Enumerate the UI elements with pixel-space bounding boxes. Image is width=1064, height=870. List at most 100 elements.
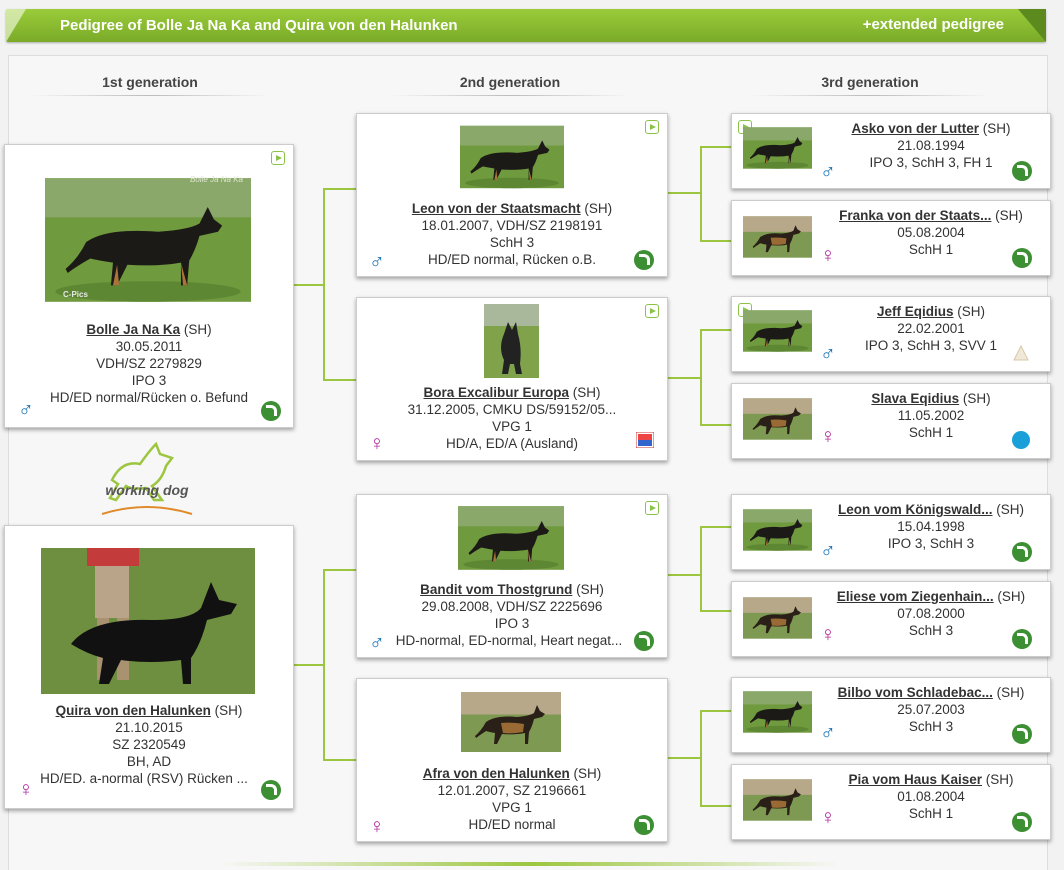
dog-photo[interactable] (458, 501, 564, 575)
connector (323, 759, 356, 761)
dog-name-link[interactable]: Bolle Ja Na Ka (86, 322, 181, 337)
video-play-icon[interactable] (645, 120, 659, 134)
dog-photo[interactable] (743, 212, 812, 262)
male-icon: ♂ (820, 539, 836, 562)
gen2-card[interactable]: Bandit vom Thostgrund (SH) 29.08.2008, V… (356, 494, 668, 658)
gen2-header: 2nd generation (390, 74, 630, 96)
gen3-header: 3rd generation (750, 74, 990, 96)
banner-fold-left (6, 9, 26, 42)
open-pedigree-icon[interactable] (1012, 161, 1032, 181)
dog-tag: (SH) (584, 201, 613, 216)
dog-name-link[interactable]: Leon von der Staatsmacht (411, 201, 581, 216)
gen1-card-dam[interactable]: Quira von den Halunken (SH) 21.10.2015 S… (4, 525, 294, 809)
male-icon: ♂ (369, 250, 385, 273)
gen3-card[interactable]: Jeff Eqidius (SH) 22.02.2001 IPO 3, SchH… (731, 296, 1051, 372)
open-pedigree-icon[interactable] (1012, 724, 1032, 744)
open-pedigree-icon[interactable] (1012, 248, 1032, 268)
open-pedigree-icon[interactable] (634, 250, 654, 270)
dog-name-link[interactable]: Franka von der Staats... (839, 208, 992, 223)
dog-info-line: BH, AD (126, 754, 172, 769)
dog-name-link[interactable]: Slava Eqidius (871, 391, 960, 406)
dog-info-line: 30.05.2011 (115, 339, 183, 354)
female-icon: ♀ (369, 432, 385, 455)
male-icon: ♂ (820, 721, 836, 744)
open-pedigree-icon[interactable] (1012, 812, 1032, 832)
dog-tag: (SH) (957, 304, 986, 319)
dog-info-line: SchH 3 (489, 235, 535, 250)
dog-name-link[interactable]: Bilbo vom Schladebac... (837, 685, 993, 700)
dog-photo[interactable] (743, 505, 812, 555)
gen3-card[interactable]: Eliese vom Ziegenhain... (SH) 07.08.2000… (731, 581, 1051, 657)
open-pedigree-icon[interactable] (261, 780, 281, 800)
connector (293, 664, 325, 666)
gen3-card[interactable]: Leon vom Königswald... (SH) 15.04.1998 I… (731, 494, 1051, 570)
dog-tag: (SH) (214, 703, 243, 718)
dog-info-line: 25.07.2003 (897, 702, 965, 717)
open-pedigree-icon[interactable] (1012, 629, 1032, 649)
dog-tag: (SH) (962, 391, 991, 406)
dog-name-link[interactable]: Jeff Eqidius (876, 304, 954, 319)
dog-tag: (SH) (985, 772, 1014, 787)
dog-name-link[interactable]: Afra von den Halunken (422, 766, 570, 781)
video-play-icon[interactable] (271, 151, 285, 165)
dog-info-line: 12.01.2007, SZ 2196661 (437, 783, 587, 798)
connector (323, 379, 356, 381)
dog-name-link[interactable]: Asko von der Lutter (851, 121, 979, 136)
dog-name-link[interactable]: Quira von den Halunken (55, 703, 211, 718)
connector (700, 146, 732, 148)
dog-photo[interactable] (461, 685, 561, 759)
gen1-header: 1st generation (30, 74, 270, 96)
pedigree-banner: Pedigree of Bolle Ja Na Ka and Quira von… (6, 9, 1046, 42)
video-play-icon[interactable] (645, 304, 659, 318)
dog-info-line: 31.12.2005, CMKU DS/59152/05... (407, 402, 617, 417)
gen2-card[interactable]: Afra von den Halunken (SH) 12.01.2007, S… (356, 678, 668, 842)
dog-photo[interactable] (743, 307, 812, 355)
dog-info-line: VDH/SZ 2279829 (96, 356, 202, 371)
dog-info-line: 01.08.2004 (897, 789, 965, 804)
dog-name-link[interactable]: Pia vom Haus Kaiser (848, 772, 983, 787)
dog-photo[interactable] (41, 548, 255, 694)
dog-photo[interactable] (743, 688, 812, 736)
gen3-card[interactable]: Pia vom Haus Kaiser (SH) 01.08.2004 SchH… (731, 764, 1051, 840)
dog-photo[interactable] (743, 776, 812, 824)
dog-info-line: HD/ED. a-normal (RSV) Rücken ... (40, 771, 248, 786)
dog-name-link[interactable]: Leon vom Königswald... (837, 502, 993, 517)
dog-photo[interactable] (743, 124, 812, 172)
dog-info-line: HD/ED normal, Rücken o.B. (427, 252, 597, 267)
gen2-card[interactable]: Leon von der Staatsmacht (SH) 18.01.2007… (356, 113, 668, 277)
extended-pedigree-link[interactable]: +extended pedigree (862, 16, 1004, 33)
working-dog-logo: working dog (92, 440, 202, 518)
dog-info-line: 21.08.1994 (897, 138, 965, 153)
connector (667, 757, 702, 759)
female-icon: ♀ (369, 815, 385, 838)
dog-photo[interactable]: Bolle Ja Na Ka C-Pics (45, 167, 251, 313)
open-pedigree-icon[interactable] (634, 815, 654, 835)
gen3-card[interactable]: Franka von der Staats... (SH) 05.08.2004… (731, 200, 1051, 276)
dog-info-line: 29.08.2008, VDH/SZ 2225696 (421, 599, 603, 614)
dog-info-line: SchH 1 (908, 806, 954, 821)
video-play-icon[interactable] (645, 501, 659, 515)
bottom-divider (220, 862, 840, 866)
dog-photo[interactable] (460, 120, 564, 194)
dog-name-link[interactable]: Eliese vom Ziegenhain... (836, 589, 994, 604)
gen3-card[interactable]: Slava Eqidius (SH) 11.05.2002 SchH 1 ♀ (731, 383, 1051, 459)
dog-photo[interactable] (484, 304, 539, 378)
dog-info-line: IPO 3, SchH 3 (887, 536, 975, 551)
connector (700, 710, 702, 807)
dog-photo[interactable] (743, 395, 812, 443)
gen1-card-sire[interactable]: Bolle Ja Na Ka C-Pics Bolle Ja Na Ka (SH… (4, 144, 294, 428)
connector (700, 526, 702, 612)
open-pedigree-icon[interactable] (261, 401, 281, 421)
dog-photo[interactable] (743, 593, 812, 643)
dog-name-link[interactable]: Bandit vom Thostgrund (420, 582, 573, 597)
gen2-card[interactable]: Bora Excalibur Europa (SH) 31.12.2005, C… (356, 297, 668, 461)
open-pedigree-icon[interactable] (634, 631, 654, 651)
gen3-card[interactable]: Bilbo vom Schladebac... (SH) 25.07.2003 … (731, 677, 1051, 753)
gen3-card[interactable]: Asko von der Lutter (SH) 21.08.1994 IPO … (731, 113, 1051, 189)
dog-info-line: 05.08.2004 (897, 225, 965, 240)
open-pedigree-icon[interactable] (1012, 542, 1032, 562)
dog-info-line: SZ 2320549 (112, 737, 186, 752)
dog-name-link[interactable]: Bora Excalibur Europa (423, 385, 570, 400)
female-icon: ♀ (820, 623, 836, 646)
dog-info-line: VPG 1 (492, 419, 532, 434)
